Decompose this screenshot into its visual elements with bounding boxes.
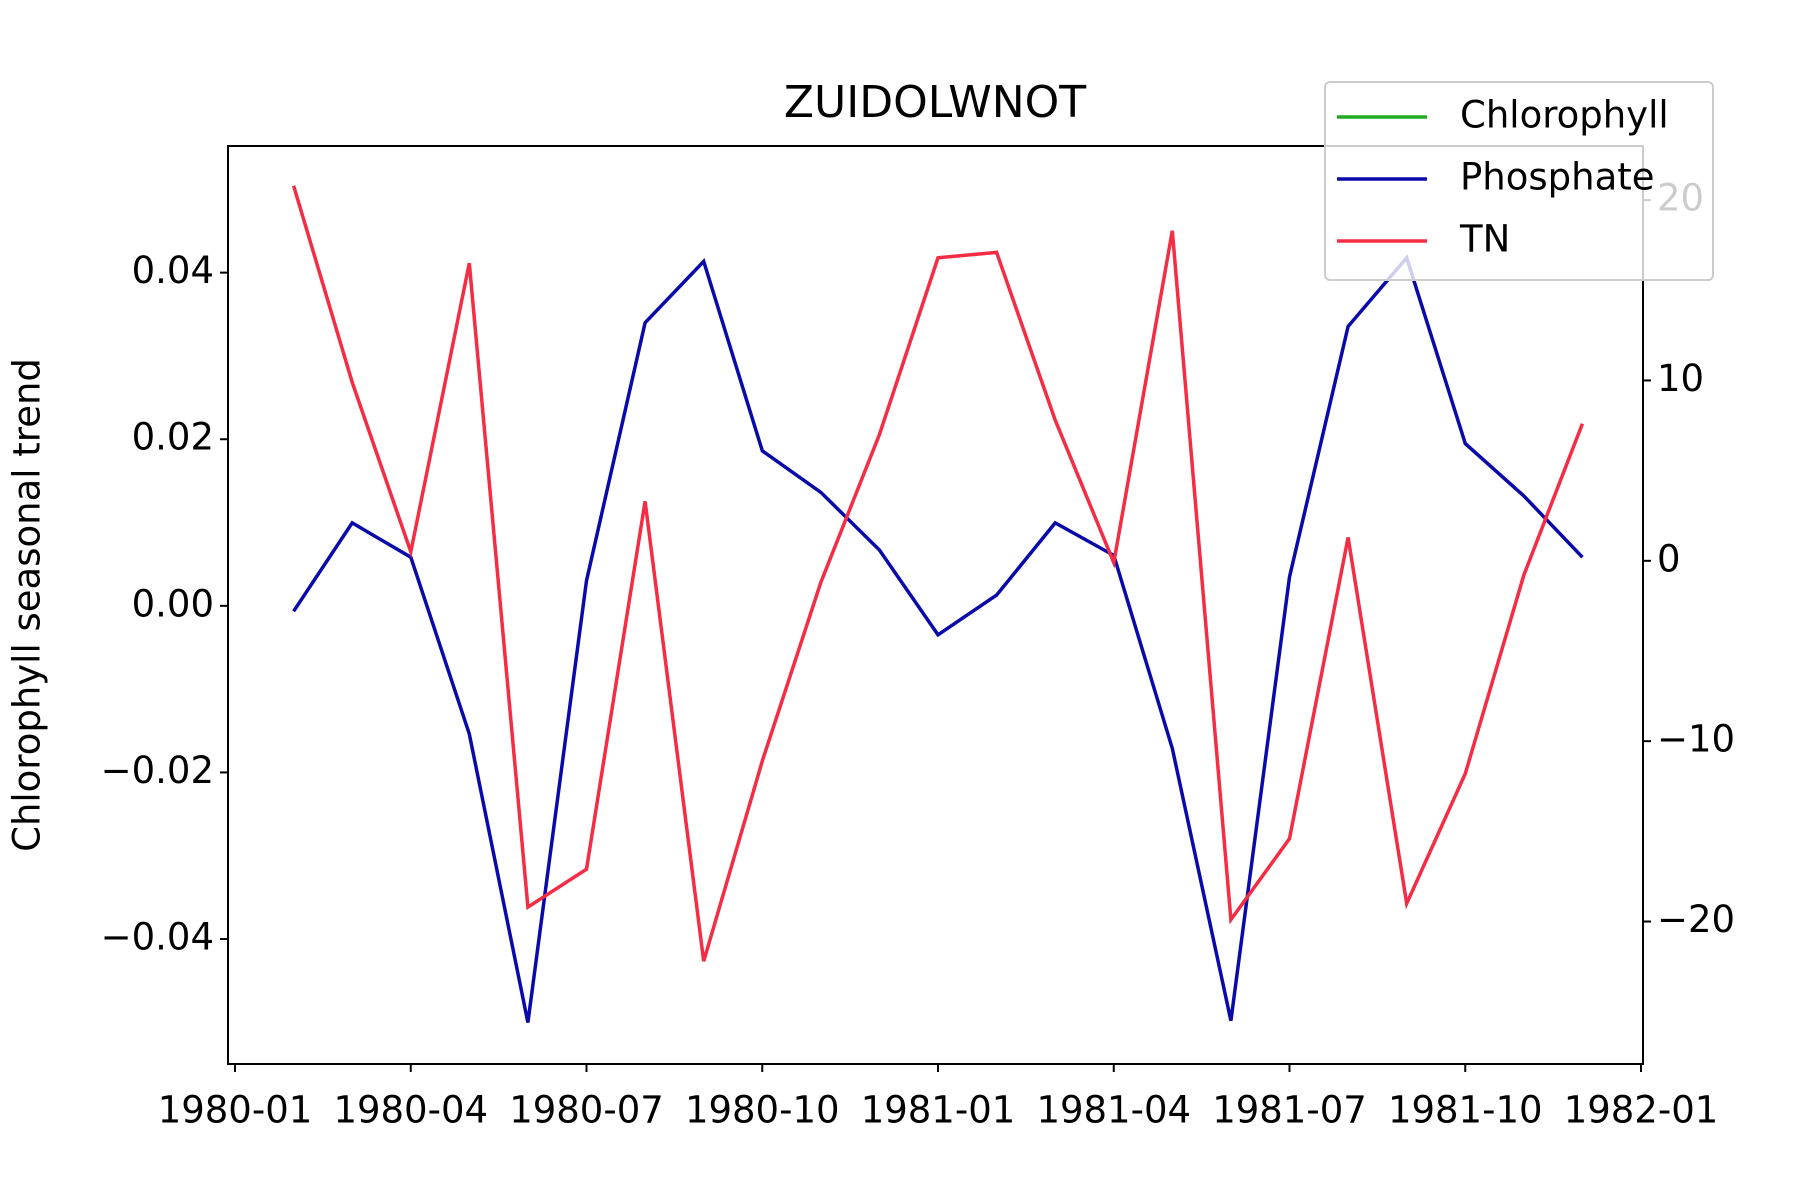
- legend-label: TN: [1459, 218, 1510, 261]
- legend-label: Phosphate: [1460, 156, 1655, 199]
- y-tick-label: −0.04: [101, 916, 214, 959]
- legend-label: Chlorophyll: [1460, 94, 1669, 137]
- series-line: [291, 185, 1585, 962]
- y2-tick-label: −10: [1657, 718, 1735, 761]
- x-tick-label: 1981-04: [1036, 1089, 1191, 1132]
- y-tick-label: 0.02: [132, 416, 214, 459]
- y2-tick-label: 10: [1657, 357, 1704, 400]
- chart-title: ZUIDOLWNOT: [784, 77, 1086, 128]
- x-tick-label: 1981-10: [1388, 1089, 1543, 1132]
- y2-tick-label: 0: [1657, 537, 1681, 580]
- plot-frame: [227, 145, 1644, 1065]
- y-tick-label: 0.00: [132, 582, 214, 625]
- series-line: [292, 254, 1584, 1023]
- x-tick-label: 1980-01: [158, 1089, 313, 1132]
- x-tick-label: 1980-07: [509, 1089, 664, 1132]
- y-tick-label: 0.04: [132, 249, 214, 292]
- x-tick-label: 1981-07: [1212, 1089, 1367, 1132]
- y2-tick-label: −20: [1657, 898, 1735, 941]
- x-tick-label: 1982-01: [1564, 1089, 1719, 1132]
- legend-box: [1324, 81, 1714, 281]
- x-tick-label: 1981-01: [861, 1089, 1016, 1132]
- y-tick-label: −0.02: [101, 749, 214, 792]
- x-tick-label: 1980-10: [685, 1089, 840, 1132]
- x-tick-label: 1980-04: [333, 1089, 488, 1132]
- y-axis-label: Chlorophyll seasonal trend: [6, 358, 49, 852]
